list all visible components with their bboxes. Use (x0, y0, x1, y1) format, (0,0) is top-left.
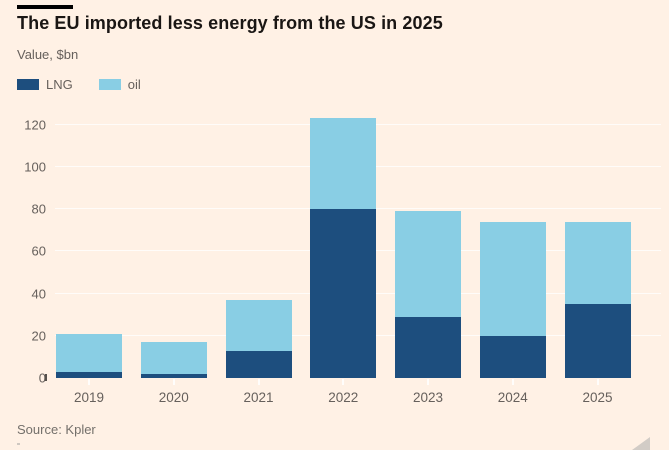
bar-segment-oil-2022 (310, 118, 377, 210)
x-tick-label-2019: 2019 (73, 390, 105, 405)
x-axis-tick-2025 (596, 379, 599, 385)
bar-segment-oil-2023 (395, 211, 461, 317)
title-rule (17, 5, 73, 9)
x-axis-tick-2020 (172, 379, 175, 385)
x-tick-label-2025: 2025 (582, 390, 613, 405)
bar-segment-lng-2020 (140, 373, 207, 378)
plot-area (55, 113, 661, 378)
resize-grip-icon[interactable] (632, 437, 650, 450)
bar-segment-oil-2021 (225, 299, 292, 351)
bar-segment-oil-2024 (479, 221, 546, 336)
bar-segment-lng-2019 (56, 371, 122, 378)
bar-segment-lng-2021 (225, 350, 292, 378)
bar-segment-oil-2020 (140, 342, 207, 374)
bar-segment-oil-2019 (56, 333, 122, 372)
legend-item-oil: oil (98, 77, 141, 92)
x-axis-tick-2022 (342, 379, 345, 385)
chart-subtitle: Value, $bn (17, 47, 79, 62)
x-tick-label-2021: 2021 (243, 390, 274, 405)
y-tick-label-40: 40 (31, 286, 46, 302)
x-axis-tick-2019 (88, 379, 90, 385)
y-tick-label-120: 120 (24, 117, 46, 133)
bar-segment-lng-2022 (310, 209, 377, 378)
source-note: Source: Kpler (17, 422, 96, 437)
x-tick-label-2022: 2022 (328, 390, 359, 405)
legend-swatch-oil (98, 79, 121, 90)
legend-label: LNG (46, 77, 73, 92)
legend-swatch-lng (17, 79, 39, 90)
y-tick-label-100: 100 (24, 159, 46, 175)
x-tick-label-2024: 2024 (497, 390, 528, 405)
bar-segment-lng-2024 (479, 335, 546, 378)
bar-segment-oil-2025 (564, 221, 631, 305)
stray-mark (17, 443, 20, 445)
bar-segment-lng-2023 (395, 316, 461, 378)
bar-segment-lng-2025 (564, 304, 631, 378)
chart-legend: LNG oil (17, 77, 141, 92)
x-axis-tick-2021 (257, 379, 260, 385)
x-tick-label-2020: 2020 (158, 390, 189, 405)
chart-title: The EU imported less energy from the US … (17, 13, 443, 33)
x-axis-tick-2024 (511, 379, 514, 385)
x-axis-tick-2023 (427, 379, 429, 385)
y-axis-zero-tick (45, 374, 47, 381)
legend-label: oil (127, 77, 141, 92)
y-tick-label-0: 0 (38, 370, 46, 386)
legend-item-lng: LNG (17, 77, 73, 92)
y-tick-label-60: 60 (31, 243, 46, 259)
x-tick-label-2023: 2023 (412, 390, 444, 405)
y-tick-label-20: 20 (31, 328, 46, 344)
y-tick-label-80: 80 (31, 201, 46, 217)
